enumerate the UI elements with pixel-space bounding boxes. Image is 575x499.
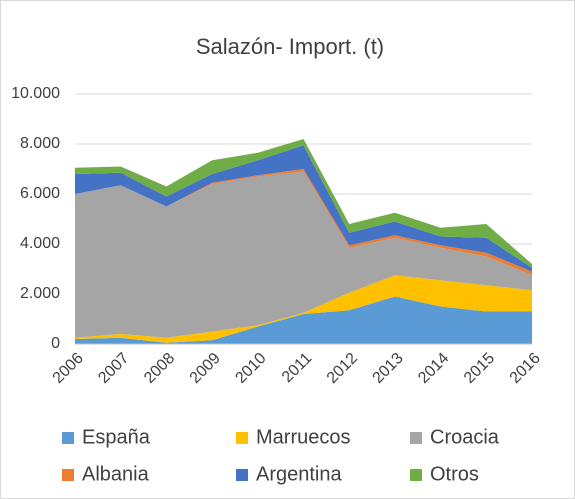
legend-label: Marruecos	[256, 426, 350, 448]
legend-swatch	[410, 432, 422, 444]
legend-swatch	[410, 469, 422, 481]
y-tick-label: 6.000	[20, 185, 60, 202]
legend-label: Croacia	[430, 426, 500, 448]
area	[75, 145, 532, 272]
legend-label: Albania	[82, 463, 150, 485]
y-tick-label: 4.000	[20, 235, 60, 252]
legend-label: España	[82, 426, 151, 448]
area	[75, 296, 532, 344]
legend-label: Otros	[430, 463, 479, 485]
legend-swatch	[236, 432, 248, 444]
y-tick-label: 0	[51, 335, 60, 352]
area	[75, 275, 532, 343]
y-tick-label: 8.000	[20, 135, 60, 152]
area	[75, 171, 532, 338]
legend-swatch	[62, 469, 74, 481]
y-tick-label: 2.000	[20, 285, 60, 302]
chart-title: Salazón- Import. (t)	[196, 34, 384, 59]
legend-label: Argentina	[256, 463, 342, 485]
legend-swatch	[236, 469, 248, 481]
y-tick-label: 10.000	[11, 85, 60, 102]
legend-swatch	[62, 432, 74, 444]
